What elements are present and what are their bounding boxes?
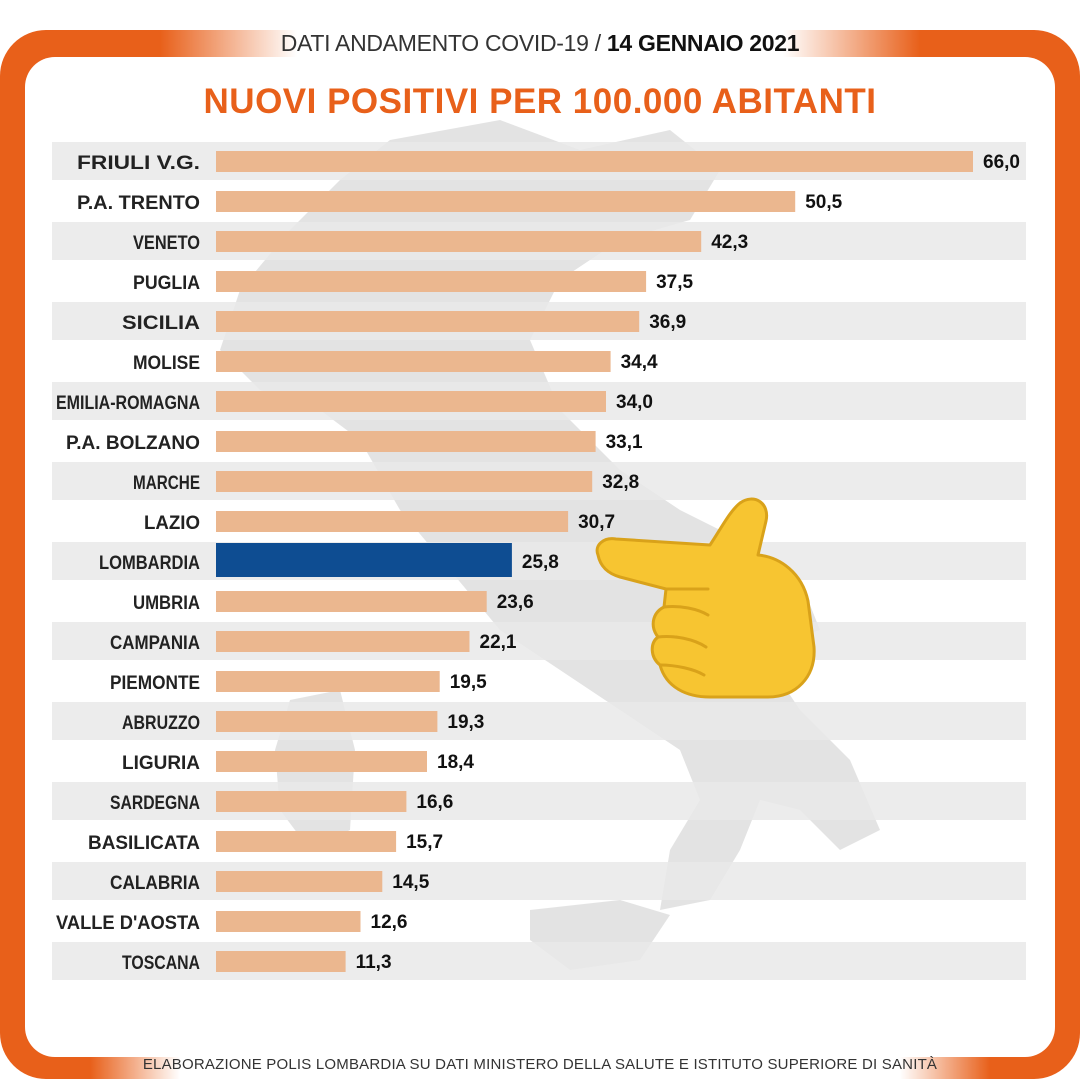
bar xyxy=(216,871,383,892)
value-label: 19,5 xyxy=(450,672,487,693)
row-stripe xyxy=(52,862,1026,900)
category-label: LOMBARDIA xyxy=(99,553,200,574)
bar xyxy=(216,271,647,292)
footer-source: ELABORAZIONE POLIS LOMBARDIA SU DATI MIN… xyxy=(142,1056,938,1073)
category-label: MARCHE xyxy=(133,473,200,494)
chart-title: NUOVI POSITIVI PER 100.000 ABITANTI xyxy=(203,82,877,121)
bar xyxy=(216,311,640,332)
value-label: 36,9 xyxy=(649,312,686,333)
value-label: 16,6 xyxy=(416,792,453,813)
category-label: PIEMONTE xyxy=(110,673,200,694)
category-label: EMILIA-ROMAGNA xyxy=(56,393,200,414)
category-label: UMBRIA xyxy=(133,593,200,614)
value-label: 32,8 xyxy=(602,472,639,493)
value-label: 22,1 xyxy=(480,632,517,653)
bar xyxy=(216,751,427,772)
category-label: LIGURIA xyxy=(122,753,200,774)
footer-background xyxy=(90,1049,990,1079)
bar xyxy=(216,151,973,172)
category-label: VENETO xyxy=(133,233,200,254)
value-label: 50,5 xyxy=(805,192,842,213)
header-date: 14 GENNAIO 2021 xyxy=(606,30,800,56)
bar xyxy=(216,231,702,252)
bar xyxy=(216,591,487,612)
bar xyxy=(216,351,611,372)
bar xyxy=(216,511,569,532)
bar xyxy=(216,791,407,812)
row-stripe xyxy=(52,622,1026,660)
bar-highlight xyxy=(216,543,512,577)
bar xyxy=(216,951,346,972)
category-label: SARDEGNA xyxy=(110,793,200,814)
category-label: SICILIA xyxy=(122,313,200,334)
bar xyxy=(216,671,440,692)
value-label: 42,3 xyxy=(711,232,748,253)
bar xyxy=(216,191,796,212)
value-label: 25,8 xyxy=(522,552,559,573)
category-label: P.A. TRENTO xyxy=(77,193,200,214)
header-background xyxy=(160,23,920,67)
category-label: CAMPANIA xyxy=(110,633,200,654)
pointing-hand-icon xyxy=(595,497,816,699)
bar xyxy=(216,711,438,732)
value-label: 15,7 xyxy=(406,832,443,853)
category-label: P.A. BOLZANO xyxy=(66,433,200,454)
value-label: 12,6 xyxy=(371,912,408,933)
header-prefix: DATI ANDAMENTO COVID-19 / xyxy=(280,30,607,56)
category-label: FRIULI V.G. xyxy=(77,153,200,174)
value-label: 18,4 xyxy=(437,752,474,773)
category-label: VALLE D'AOSTA xyxy=(56,913,200,934)
row-stripe xyxy=(52,542,1026,580)
category-label: MOLISE xyxy=(133,353,200,374)
value-label: 34,0 xyxy=(616,392,653,413)
bar xyxy=(216,911,361,932)
value-label: 37,5 xyxy=(656,272,693,293)
category-label: PUGLIA xyxy=(133,273,200,294)
category-label: ABRUZZO xyxy=(122,713,200,734)
value-label: 19,3 xyxy=(447,712,484,733)
bar xyxy=(216,391,606,412)
bar xyxy=(216,471,593,492)
row-stripe xyxy=(52,942,1026,980)
category-label: TOSCANA xyxy=(122,953,200,974)
value-label: 33,1 xyxy=(606,432,643,453)
value-label: 14,5 xyxy=(392,872,429,893)
value-label: 34,4 xyxy=(621,352,658,373)
value-label: 66,0 xyxy=(983,152,1020,173)
value-label: 23,6 xyxy=(497,592,534,613)
row-stripe xyxy=(52,702,1026,740)
bar xyxy=(216,631,470,652)
category-label: BASILICATA xyxy=(88,833,200,854)
category-label: LAZIO xyxy=(144,513,200,534)
row-stripe xyxy=(52,782,1026,820)
bar xyxy=(216,831,397,852)
value-label: 30,7 xyxy=(578,512,615,533)
value-label: 11,3 xyxy=(356,952,392,973)
category-label: CALABRIA xyxy=(110,873,200,894)
header: DATI ANDAMENTO COVID-19 / 14 GENNAIO 202… xyxy=(0,30,1080,57)
bar xyxy=(216,431,596,452)
